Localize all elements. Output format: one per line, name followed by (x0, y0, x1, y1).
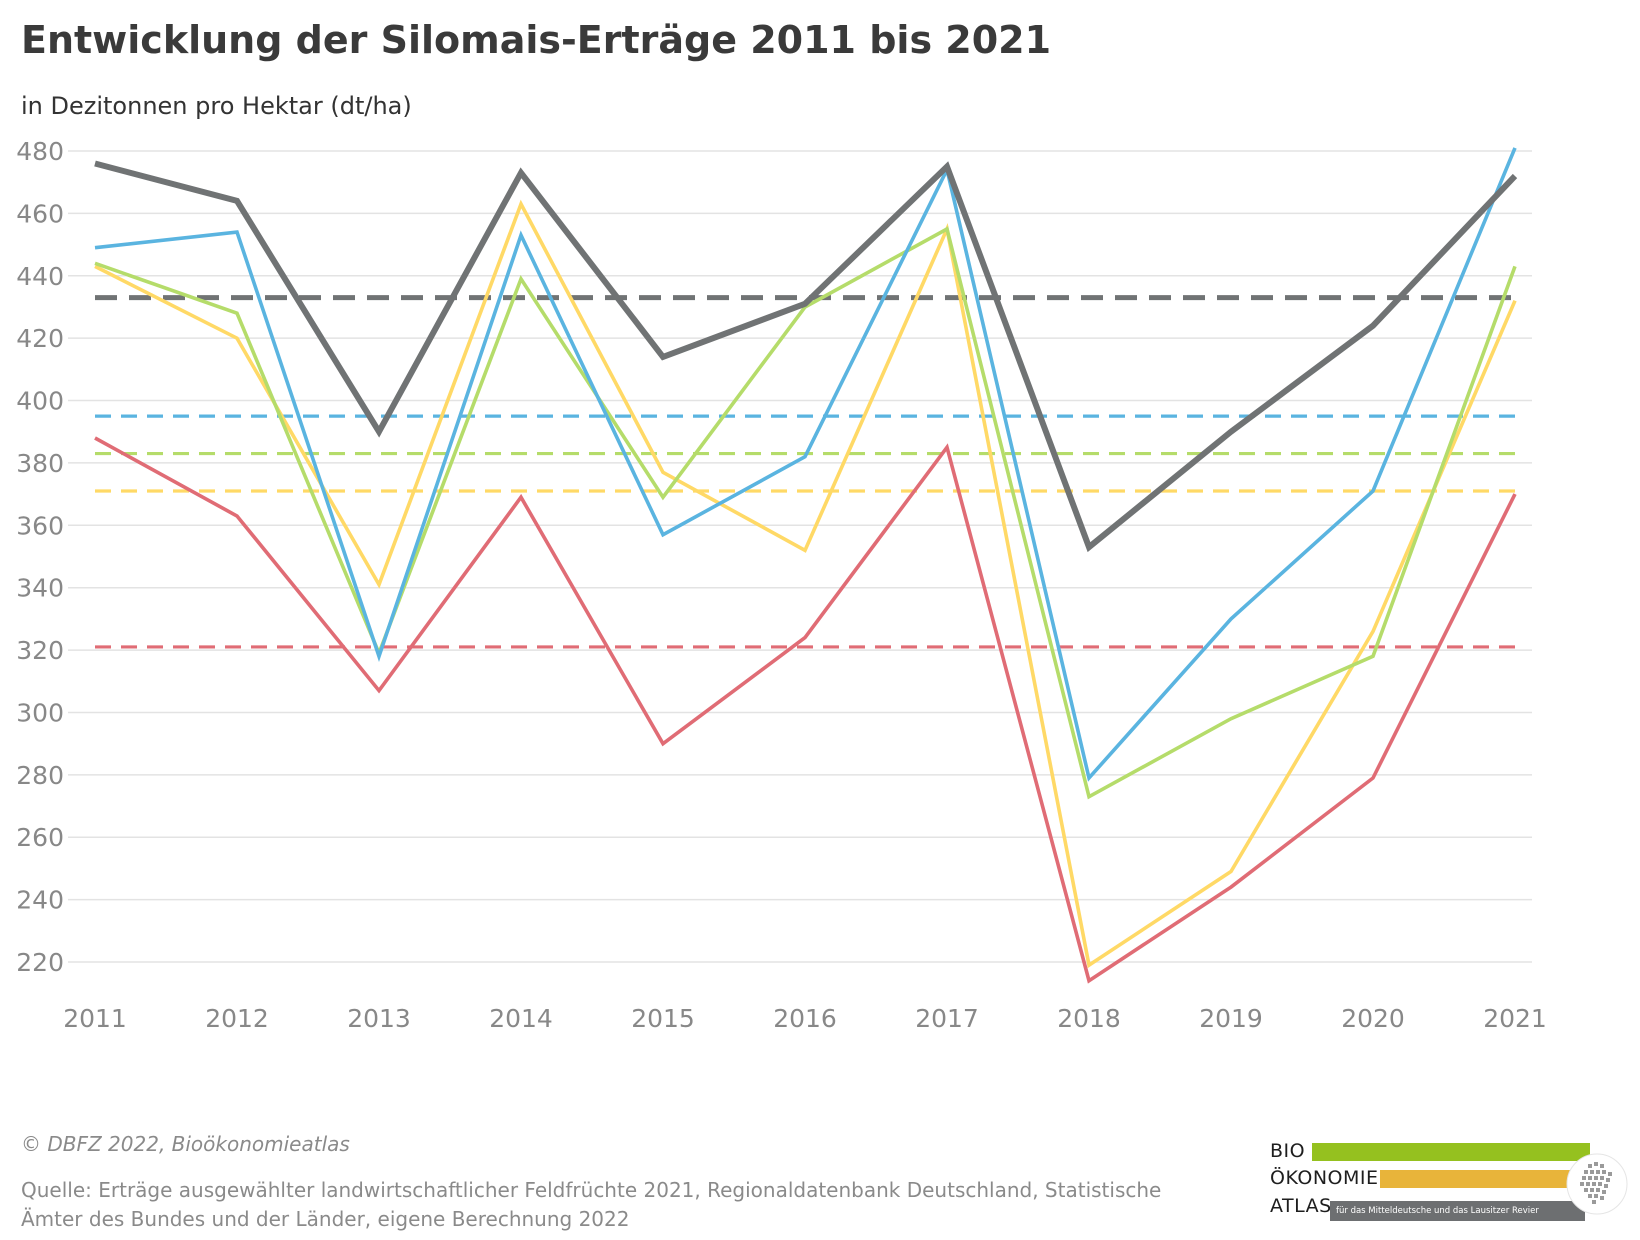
x-tick-label-2012: 2012 (205, 1004, 269, 1033)
x-tick-label-2015: 2015 (631, 1004, 695, 1033)
series-line-4 (94, 147, 1517, 782)
series-line-2 (94, 199, 1517, 969)
y-tick-label-420: 420 (16, 324, 64, 353)
y-tick-label-240: 240 (16, 886, 64, 915)
y-tick-label-360: 360 (16, 511, 64, 540)
x-tick-label-2020: 2020 (1341, 1004, 1405, 1033)
bioeconomy-atlas-logo: BIO ÖKONOMIE ATLAS für das Mitteldeutsch… (1270, 1140, 1630, 1228)
x-tick-label-2014: 2014 (489, 1004, 553, 1033)
x-tick-label-2019: 2019 (1199, 1004, 1263, 1033)
logo-word-atlas: ATLAS (1270, 1195, 1332, 1217)
y-tick-label-260: 260 (16, 823, 64, 852)
logo-tagline: für das Mitteldeutsche und das Lausitzer… (1330, 1201, 1585, 1221)
x-tick-label-2017: 2017 (915, 1004, 979, 1033)
x-tick-label-2011: 2011 (63, 1004, 127, 1033)
mean-lines (95, 295, 1515, 649)
y-axis-ticks: 220 240 260 280 300 320 340 360 380 400 420 440 460 4… (16, 137, 64, 977)
logo-word-bio: BIO (1270, 1140, 1306, 1162)
series-line-1 (94, 436, 1517, 984)
series-line-5 (94, 160, 1518, 553)
logo-word-oekonomie: ÖKONOMIE (1270, 1167, 1379, 1189)
y-tick-label-400: 400 (16, 387, 64, 416)
source-note: Quelle: Erträge ausgewählter landwirtsch… (21, 1178, 1162, 1231)
y-tick-label-440: 440 (16, 262, 64, 291)
y-tick-label-460: 460 (16, 199, 64, 228)
x-tick-label-2013: 2013 (347, 1004, 411, 1033)
y-tick-label-380: 380 (16, 449, 64, 478)
y-tick-label-300: 300 (16, 698, 64, 727)
x-tick-label-2016: 2016 (773, 1004, 837, 1033)
chart-subtitle: in Dezitonnen pro Hektar (dt/ha) (21, 92, 412, 120)
y-tick-label-320: 320 (16, 636, 64, 665)
x-axis-ticks: 2011 2012 2013 2014 2015 2016 2017 2018 2019 2020… (63, 1004, 1547, 1033)
line-chart: 220 240 260 280 300 320 340 360 380 400 420 440 460 4… (16, 137, 1547, 1033)
series-lines (94, 147, 1518, 984)
logo-bar-oekonomie (1380, 1170, 1585, 1188)
grid-lines (68, 150, 1532, 963)
y-tick-label-220: 220 (16, 948, 64, 977)
x-tick-label-2021: 2021 (1483, 1004, 1547, 1033)
chart-title: Entwicklung der Silomais-Erträge 2011 bi… (21, 18, 1052, 62)
germany-map-icon (1566, 1153, 1628, 1215)
y-tick-label-480: 480 (16, 137, 64, 166)
x-tick-label-2018: 2018 (1057, 1004, 1121, 1033)
y-tick-label-340: 340 (16, 574, 64, 603)
copyright-note: © DBFZ 2022, Bioökonomieatlas (21, 1132, 350, 1156)
y-tick-label-280: 280 (16, 761, 64, 790)
logo-bar-bio (1312, 1143, 1590, 1161)
